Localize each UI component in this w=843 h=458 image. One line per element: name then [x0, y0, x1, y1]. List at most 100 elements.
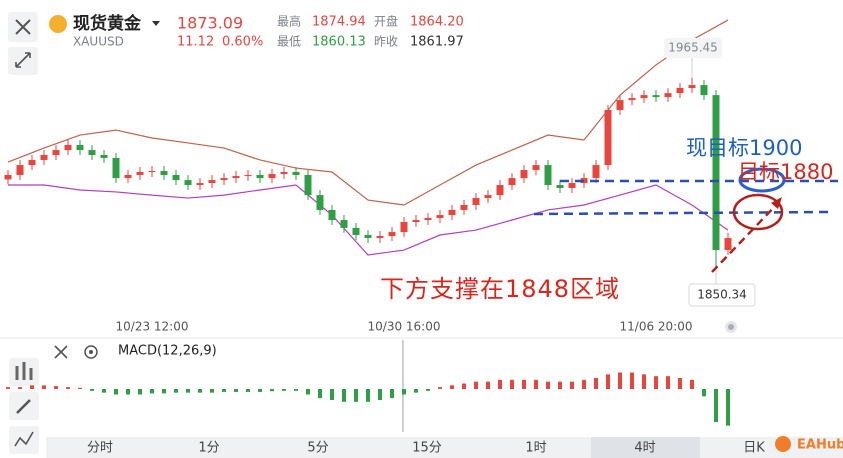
candle-body	[88, 150, 96, 156]
annotations: 现目标1900 目标1880 下方支撑在1848区域	[380, 136, 838, 303]
macd-bar	[630, 372, 634, 389]
tab[interactable]: 日K	[743, 441, 765, 456]
logo: EAHub	[775, 436, 843, 453]
macd-bar	[654, 376, 658, 389]
macd-bar	[102, 389, 106, 393]
candle-body	[556, 185, 564, 189]
macd-bar	[6, 387, 10, 389]
macd-bar	[690, 379, 694, 389]
tab[interactable]: 15分	[412, 441, 442, 456]
macd-bar	[702, 389, 706, 397]
scroll-dot-center	[728, 324, 734, 330]
draw-tool[interactable]	[9, 392, 39, 420]
tabs: 分时 1分 5分 15分 1时 4时 日K	[87, 437, 765, 458]
stat-label: 最高	[277, 14, 301, 29]
candle-body	[520, 170, 528, 179]
macd-bar	[342, 389, 346, 402]
close-button[interactable]	[8, 12, 38, 42]
candle-body	[376, 236, 384, 238]
candle-body	[136, 172, 144, 175]
target-line	[533, 210, 829, 216]
macd-bar	[330, 389, 334, 400]
macd-bar	[78, 387, 82, 389]
x-tick-label: 10/23 12:00	[116, 320, 189, 334]
target-ellipse	[732, 193, 784, 231]
gold-icon	[49, 15, 67, 33]
macd-bar	[258, 389, 262, 392]
tab[interactable]: 分时	[87, 441, 113, 456]
macd-bar	[558, 381, 562, 389]
candle-body	[256, 174, 264, 179]
macd-bar	[498, 379, 502, 389]
tab[interactable]: 1分	[198, 441, 219, 456]
macd-bar	[354, 389, 358, 402]
macd-bar	[294, 389, 298, 391]
macd-bar	[582, 379, 586, 389]
candle-body	[508, 178, 516, 186]
last-price: 1873.09	[177, 14, 243, 33]
macd-bar	[282, 389, 286, 391]
symbol: XAUUSD	[73, 35, 124, 49]
candle-body	[532, 165, 540, 171]
candle-body	[268, 173, 276, 179]
macd-bar	[522, 379, 526, 389]
candle-body	[172, 174, 180, 181]
expand-button[interactable]	[8, 47, 38, 75]
candle-body	[664, 93, 672, 98]
line-tool[interactable]	[9, 426, 39, 454]
candle-body	[40, 155, 48, 160]
indicator-tool[interactable]	[9, 358, 39, 386]
candle-body	[280, 172, 288, 174]
high-label: 1965.45	[668, 41, 718, 55]
macd-bar	[462, 383, 466, 389]
candle-body	[352, 227, 360, 236]
candle-body	[400, 221, 408, 233]
candle-body	[208, 180, 216, 184]
macd-bar	[162, 389, 166, 394]
macd-bar	[726, 389, 730, 426]
macd-bar	[546, 381, 550, 389]
macd-bar	[474, 381, 478, 389]
macd-bar	[534, 379, 538, 389]
candle-body	[460, 204, 468, 210]
candle-body	[640, 95, 648, 99]
macd-bar	[402, 389, 406, 395]
bollinger-band	[8, 184, 729, 256]
candle-body	[388, 232, 396, 237]
macd-bar	[390, 389, 394, 399]
macd-bar	[378, 389, 382, 400]
macd-bar	[138, 389, 142, 395]
tab[interactable]: 1时	[525, 441, 546, 456]
macd-bar	[150, 389, 154, 394]
stat-label: 最低	[277, 35, 301, 49]
macd-bar	[318, 389, 322, 399]
tab[interactable]: 5分	[307, 441, 328, 456]
candle-body	[448, 209, 456, 216]
candle-body	[616, 100, 624, 110]
candle-body	[676, 88, 684, 94]
macd-bar	[234, 389, 238, 392]
macd-title: MACD(12,26,9)	[118, 344, 217, 359]
macd-bar	[618, 372, 622, 389]
candle-body	[700, 85, 708, 96]
macd-settings[interactable]	[84, 345, 98, 359]
dropdown-caret[interactable]	[152, 21, 160, 26]
annotation: 目标1880	[738, 160, 833, 184]
candle-body	[436, 215, 444, 219]
high-label-box	[664, 38, 722, 59]
candle-body	[340, 220, 348, 228]
macd-plot	[6, 372, 730, 426]
candle-body	[244, 174, 252, 176]
macd-bar	[198, 389, 202, 393]
macd-bar	[222, 389, 226, 392]
macd-close[interactable]	[54, 345, 68, 359]
macd-bar	[594, 378, 598, 389]
candle-body	[184, 180, 192, 186]
macd-bar	[414, 389, 418, 393]
tab[interactable]: 4时	[634, 441, 655, 456]
candle-body	[688, 85, 696, 89]
instrument-name: 现货黄金	[73, 13, 142, 34]
logo-text: EAHub	[797, 438, 843, 453]
arrow-line	[711, 200, 781, 273]
